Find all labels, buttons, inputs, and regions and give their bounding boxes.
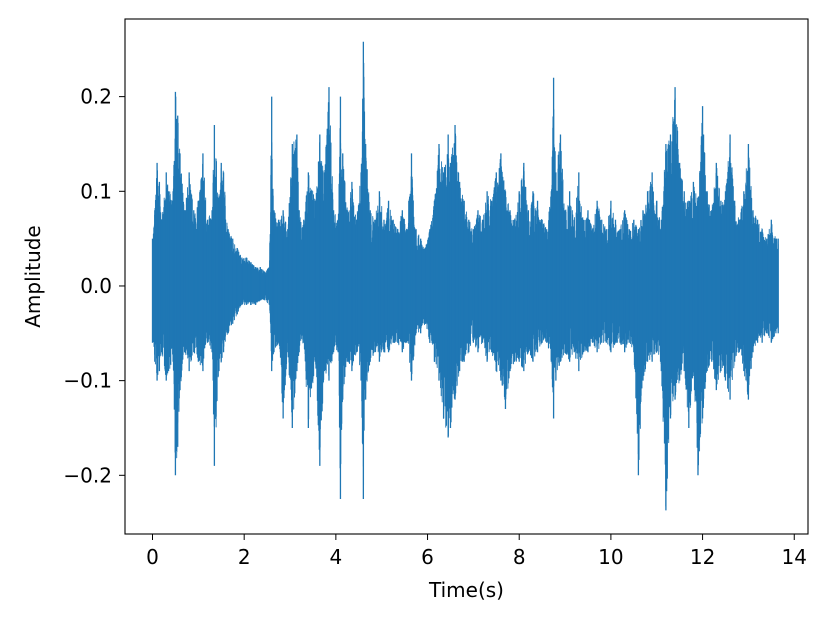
plot-frame [124,18,809,535]
x-tick-label: 8 [513,545,526,569]
x-tick-label: 2 [238,545,251,569]
y-axis: 0.2 0.1 0.0 −0.1 −0.2 [63,85,125,487]
x-axis-label: Time(s) [428,578,504,602]
y-tick-label: 0.0 [80,274,112,298]
x-tick-label: 10 [598,545,623,569]
waveform-line [152,62,779,507]
y-tick-label: −0.1 [63,369,112,393]
x-axis: 0 2 4 6 8 10 12 14 [146,534,807,569]
y-axis-label: Amplitude [21,225,45,328]
x-tick-label: 0 [146,545,159,569]
x-tick-label: 4 [329,545,342,569]
x-tick-label: 6 [421,545,434,569]
waveform-series [151,41,779,511]
y-tick-label: −0.2 [63,463,112,487]
x-tick-label: 12 [690,545,715,569]
x-tick-label: 14 [782,545,807,569]
y-tick-label: 0.1 [80,179,112,203]
y-tick-label: 0.2 [80,85,112,109]
